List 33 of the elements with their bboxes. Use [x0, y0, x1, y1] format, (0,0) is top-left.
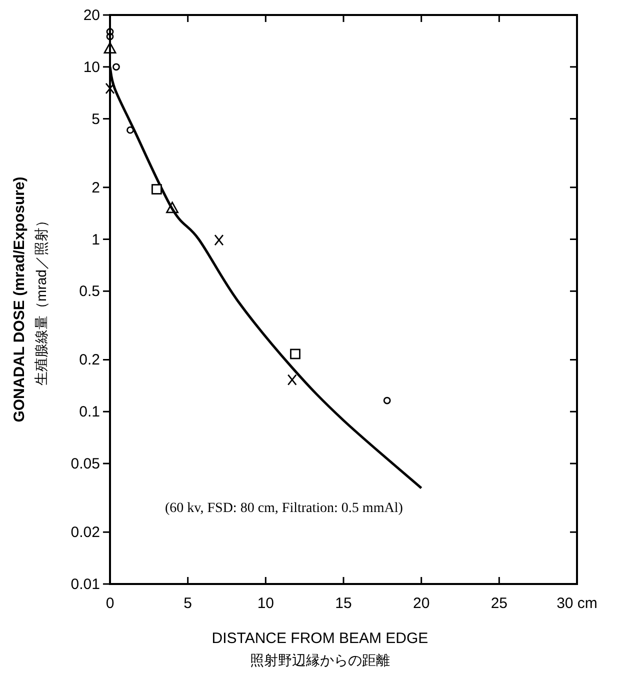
annotation: (60 kv, FSD: 80 cm, Filtration: 0.5 mmAl) [165, 501, 404, 516]
point [126, 126, 134, 134]
y-tick-label: 0.1 [79, 404, 100, 421]
x-tick-label: 0 [106, 595, 114, 612]
point [287, 374, 297, 386]
y-tick-label: 20 [83, 7, 100, 24]
x-tick-label: 5 [184, 595, 192, 612]
x-tick-label: 30 cm [556, 595, 598, 612]
x-tick-label: 10 [257, 595, 274, 612]
point [112, 63, 120, 71]
y-tick-label: 1 [92, 231, 100, 248]
y-tick-label: 5 [92, 110, 100, 128]
y-tick-label: 0.5 [79, 283, 100, 300]
y-tick-label: 0.01 [70, 576, 100, 593]
point [214, 234, 224, 246]
x-tick-label: 25 [490, 595, 508, 612]
point [166, 202, 178, 214]
point [152, 184, 162, 194]
y-tick-label: 0.05 [70, 456, 100, 473]
y-tick-label: 2 [92, 179, 100, 196]
y-tick-label: 10 [83, 58, 100, 76]
point [383, 396, 391, 404]
point [104, 42, 116, 54]
x-tick-label: 15 [335, 595, 352, 612]
point [106, 28, 114, 36]
x-tick-label: 20 [412, 595, 430, 612]
point [105, 82, 115, 94]
y-tick-label: 0.02 [70, 524, 100, 542]
x-axis-title: DISTANCE FROM BEAM EDGE 照射野辺縁からの距離 [212, 630, 428, 669]
y-axis-title: GONADAL DOSE (mrad/Exposure) 生殖腺線量（mrad／照射） [11, 176, 49, 422]
point [106, 32, 114, 40]
y-tick-label: 0.2 [79, 352, 100, 369]
point [290, 348, 300, 360]
